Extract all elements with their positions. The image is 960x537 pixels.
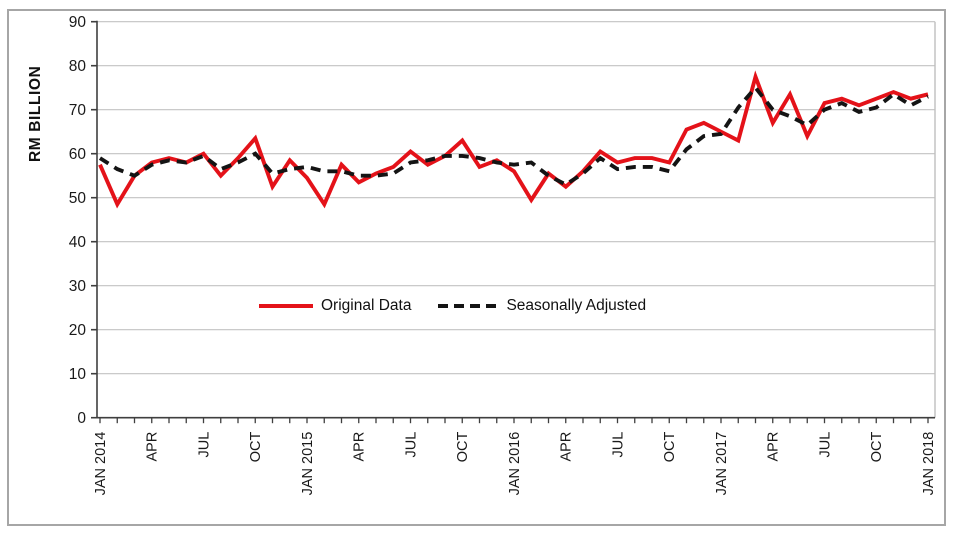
svg-text:OCT: OCT: [248, 432, 264, 463]
svg-text:JAN 2014: JAN 2014: [93, 432, 109, 496]
series-adjusted-line: [98, 84, 929, 187]
svg-text:50: 50: [69, 190, 87, 207]
x-tick-labels: JAN 2014 APR JUL OCT JAN 2015 APR JUL OCT JAN 20…: [93, 432, 937, 496]
svg-text:30: 30: [69, 278, 87, 295]
svg-text:JUL: JUL: [611, 432, 627, 458]
legend-label-adjusted: Seasonally Adjusted: [506, 297, 647, 314]
legend-solid-line-icon: [259, 304, 313, 308]
legend-label-original: Original Data: [321, 297, 412, 314]
gridlines: [97, 21, 935, 375]
svg-text:JUL: JUL: [818, 432, 834, 458]
svg-text:70: 70: [69, 102, 87, 119]
svg-text:APR: APR: [766, 432, 782, 462]
svg-text:20: 20: [69, 322, 87, 339]
svg-text:80: 80: [69, 58, 87, 75]
legend-item-adjusted: Seasonally Adjusted: [437, 297, 646, 315]
svg-text:OCT: OCT: [662, 432, 678, 463]
svg-text:40: 40: [69, 234, 87, 251]
x-axis: [97, 416, 935, 424]
svg-text:60: 60: [69, 146, 87, 163]
svg-text:JAN 2015: JAN 2015: [300, 432, 316, 496]
svg-text:APR: APR: [559, 432, 575, 462]
legend-dashed-line-icon: [438, 304, 499, 308]
legend: Original Data Seasonally Adjusted: [258, 296, 646, 316]
svg-text:APR: APR: [145, 432, 161, 462]
y-axis: [91, 20, 98, 419]
legend-item-original: Original Data: [258, 297, 411, 315]
svg-text:JAN 2016: JAN 2016: [507, 432, 523, 496]
svg-text:APR: APR: [352, 432, 368, 462]
svg-text:JAN 2018: JAN 2018: [921, 432, 937, 496]
series-original-line: [98, 70, 929, 209]
svg-text:OCT: OCT: [455, 432, 471, 463]
svg-text:0: 0: [77, 410, 86, 427]
svg-text:10: 10: [69, 366, 87, 383]
svg-text:JUL: JUL: [404, 432, 420, 458]
y-tick-labels: 0 10 20 30 40 50 60 70 80 90: [69, 14, 87, 427]
svg-text:JAN 2017: JAN 2017: [714, 432, 730, 496]
svg-text:JUL: JUL: [197, 432, 213, 458]
svg-text:OCT: OCT: [869, 432, 885, 463]
svg-text:90: 90: [69, 14, 87, 31]
y-axis-title: RM BILLION: [27, 65, 44, 162]
